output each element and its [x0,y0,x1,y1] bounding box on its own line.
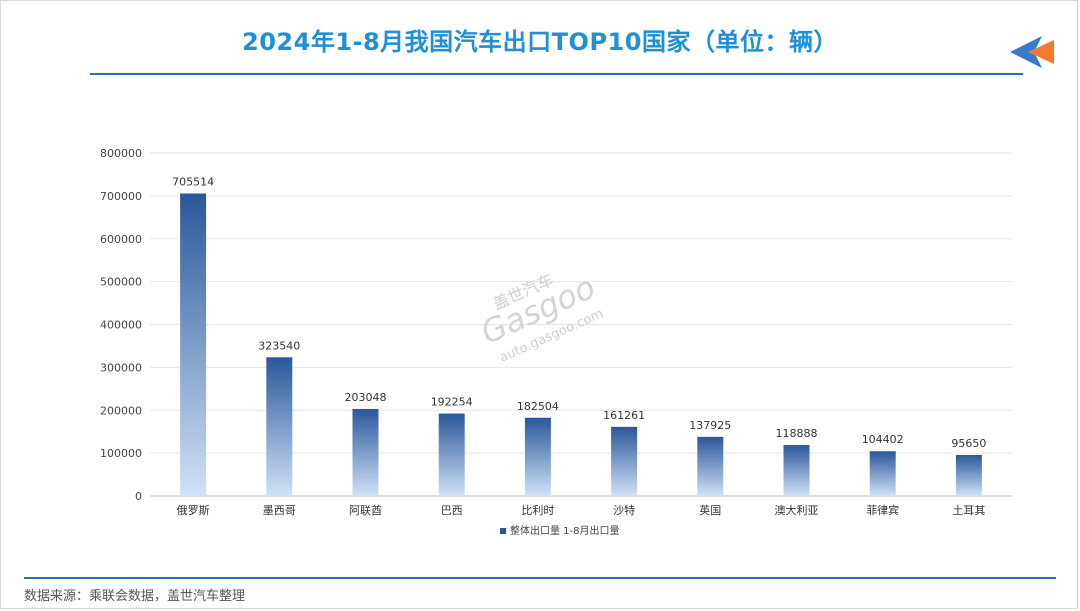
x-tick-label: 沙特 [613,503,635,517]
bar [611,426,638,496]
bar [697,436,724,496]
legend: 整体出口量 1-8月出口量 [500,524,620,537]
y-tick-label: 400000 [100,319,142,332]
y-tick-label: 600000 [100,233,142,246]
bar [438,413,465,496]
x-tick-label: 俄罗斯 [177,504,210,517]
y-tick-label: 0 [135,490,142,503]
data-label: 104402 [862,433,904,446]
data-label: 161261 [603,409,645,422]
x-tick-label: 土耳其 [952,504,985,517]
y-tick-label: 300000 [100,361,142,374]
legend-swatch [500,528,506,534]
x-tick-label: 菲律宾 [866,503,899,517]
x-tick-label: 英国 [699,503,721,517]
legend-label: 整体出口量 1-8月出口量 [510,524,620,537]
y-tick-label: 800000 [100,147,142,160]
bar [352,408,379,496]
bar [180,193,207,497]
x-tick-label: 墨西哥 [263,504,296,517]
x-axis-ticks: 俄罗斯 墨西哥 阿联酋 巴西 比利时 沙特 英国 澳大利亚 菲律宾 土耳其 [177,503,986,517]
bar [955,454,982,496]
data-label: 323540 [258,339,300,352]
back-arrow-icon[interactable] [1008,34,1056,70]
grid-lines [150,152,1012,497]
source-note: 数据来源：乘联会数据，盖世汽车整理 [24,589,246,604]
data-label: 137925 [689,419,731,432]
y-tick-label: 700000 [100,190,142,203]
x-tick-label: 巴西 [441,504,463,517]
data-labels: 705514 323540 203048 192254 182504 161261 1379… [172,176,986,450]
data-label: 182504 [517,400,559,413]
data-label: 95650 [951,437,986,450]
y-tick-label: 200000 [100,404,142,417]
footer-divider [24,577,1056,579]
y-tick-label: 500000 [100,276,142,289]
watermark: 盖世汽车 Gasgoo auto.gasgoo.com [475,268,606,366]
x-tick-label: 比利时 [521,504,554,517]
bar [266,357,293,496]
data-label: 192254 [431,396,473,409]
bar [869,451,896,496]
x-tick-label: 阿联酋 [349,503,382,517]
y-tick-label: 100000 [100,447,142,460]
x-tick-label: 澳大利亚 [775,503,819,517]
bar [524,417,551,496]
data-label: 118888 [776,427,818,440]
page-title: 2024年1-8月我国汽车出口TOP10国家（单位：辆） [242,28,838,56]
title-divider [90,73,1023,75]
data-label: 705514 [172,176,214,189]
data-label: 203048 [345,391,387,404]
bar [783,445,810,496]
y-axis-ticks: 0 100000 200000 300000 400000 500000 600000 700… [100,147,142,503]
bars [180,193,982,497]
